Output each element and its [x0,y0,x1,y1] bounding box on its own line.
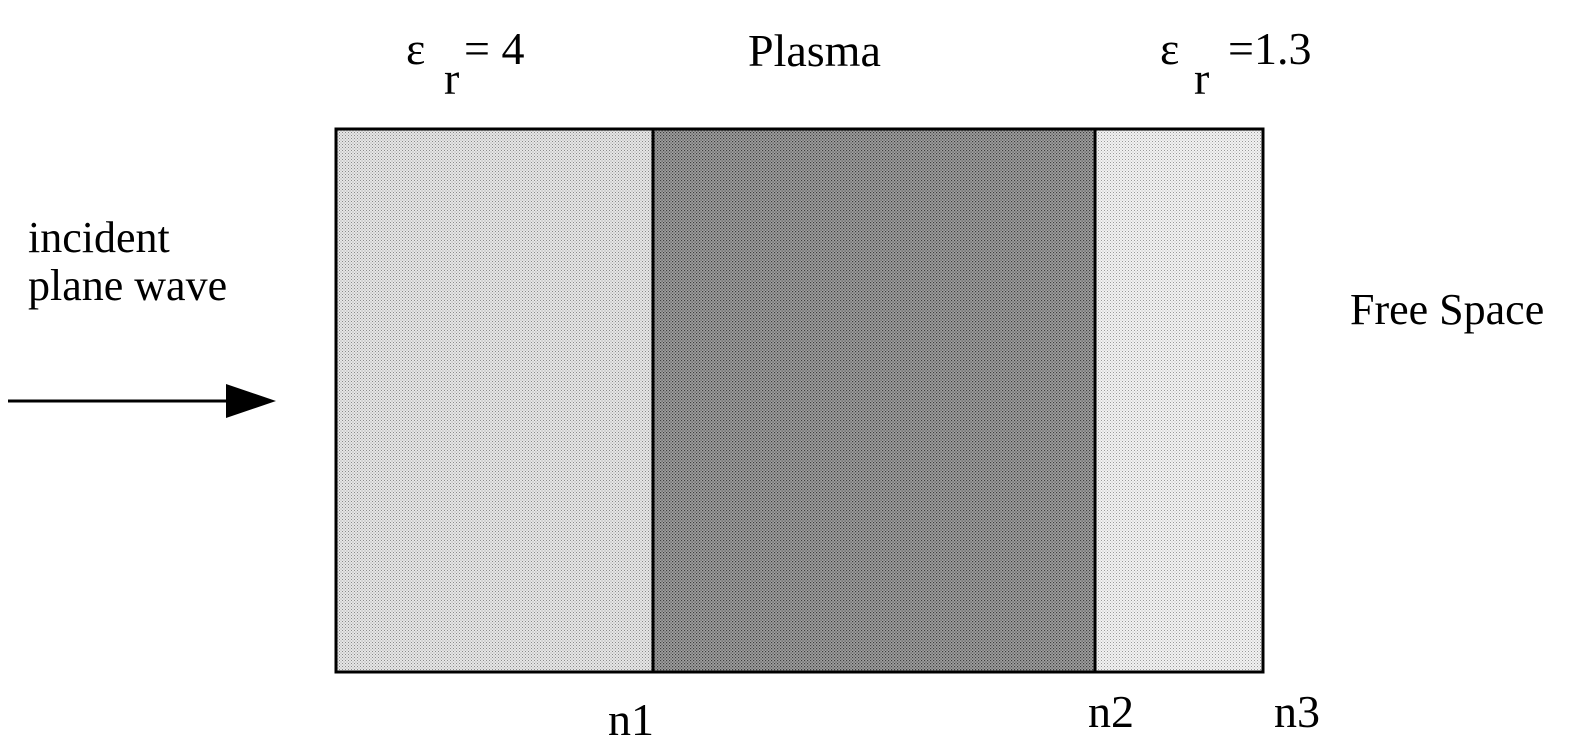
epsilon-subscript-right: r [1194,53,1210,104]
dielectric-layer-right [1095,129,1263,672]
boundary-label-n2: n2 [1088,686,1134,737]
epsilon-symbol-right: ε [1160,23,1180,74]
plasma-layer [653,129,1095,672]
incident-wave-label: incident plane wave [28,214,227,310]
incident-wave-line1: incident [28,213,170,262]
boundary-label-n3: n3 [1274,686,1320,737]
boundary-label-n1: n1 [608,694,654,745]
permittivity-value-right: =1.3 [1228,23,1312,74]
slab-outline [334,127,1265,674]
right-permittivity-label: ε r =1.3 [1160,23,1340,102]
incident-arrow-head [226,384,276,418]
free-space-label: Free Space [1350,285,1545,334]
dielectric-layer-left [336,129,653,672]
epsilon-symbol-left: ε [406,23,426,74]
incident-wave-line2: plane wave [28,261,228,310]
plasma-label: Plasma [748,25,881,76]
left-permittivity-label: ε r = 4 [406,23,566,102]
epsilon-subscript-left: r [444,53,460,104]
permittivity-value-left: = 4 [464,23,525,74]
